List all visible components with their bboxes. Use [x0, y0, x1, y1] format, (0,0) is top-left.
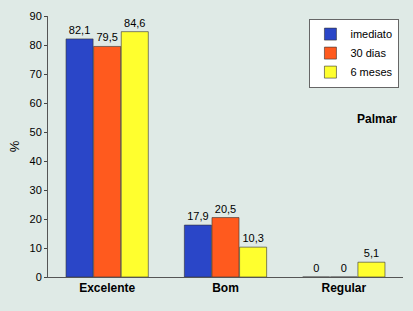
svg-text:30: 30 — [30, 184, 42, 196]
svg-text:40: 40 — [30, 155, 42, 167]
svg-text:imediato: imediato — [350, 28, 392, 40]
svg-text:0: 0 — [341, 262, 347, 274]
svg-text:79,5: 79,5 — [96, 31, 117, 43]
svg-text:10,3: 10,3 — [242, 232, 263, 244]
svg-text:84,6: 84,6 — [124, 17, 145, 29]
svg-text:%: % — [7, 140, 22, 152]
svg-text:80: 80 — [30, 39, 42, 51]
svg-text:6 meses: 6 meses — [350, 66, 392, 78]
svg-text:Palmar: Palmar — [357, 112, 397, 126]
svg-text:0: 0 — [313, 262, 319, 274]
svg-text:82,1: 82,1 — [69, 24, 90, 36]
svg-text:0: 0 — [36, 271, 42, 283]
svg-text:90: 90 — [30, 10, 42, 22]
svg-text:20: 20 — [30, 213, 42, 225]
svg-text:Regular: Regular — [321, 281, 366, 295]
svg-text:5,1: 5,1 — [364, 247, 379, 259]
svg-text:60: 60 — [30, 97, 42, 109]
svg-text:50: 50 — [30, 126, 42, 138]
svg-text:10: 10 — [30, 242, 42, 254]
svg-text:30 dias: 30 dias — [350, 47, 386, 59]
svg-text:17,9: 17,9 — [187, 210, 208, 222]
svg-text:Bom: Bom — [212, 281, 239, 295]
svg-text:70: 70 — [30, 68, 42, 80]
svg-text:20,5: 20,5 — [215, 203, 236, 215]
svg-text:Excelente: Excelente — [79, 281, 135, 295]
